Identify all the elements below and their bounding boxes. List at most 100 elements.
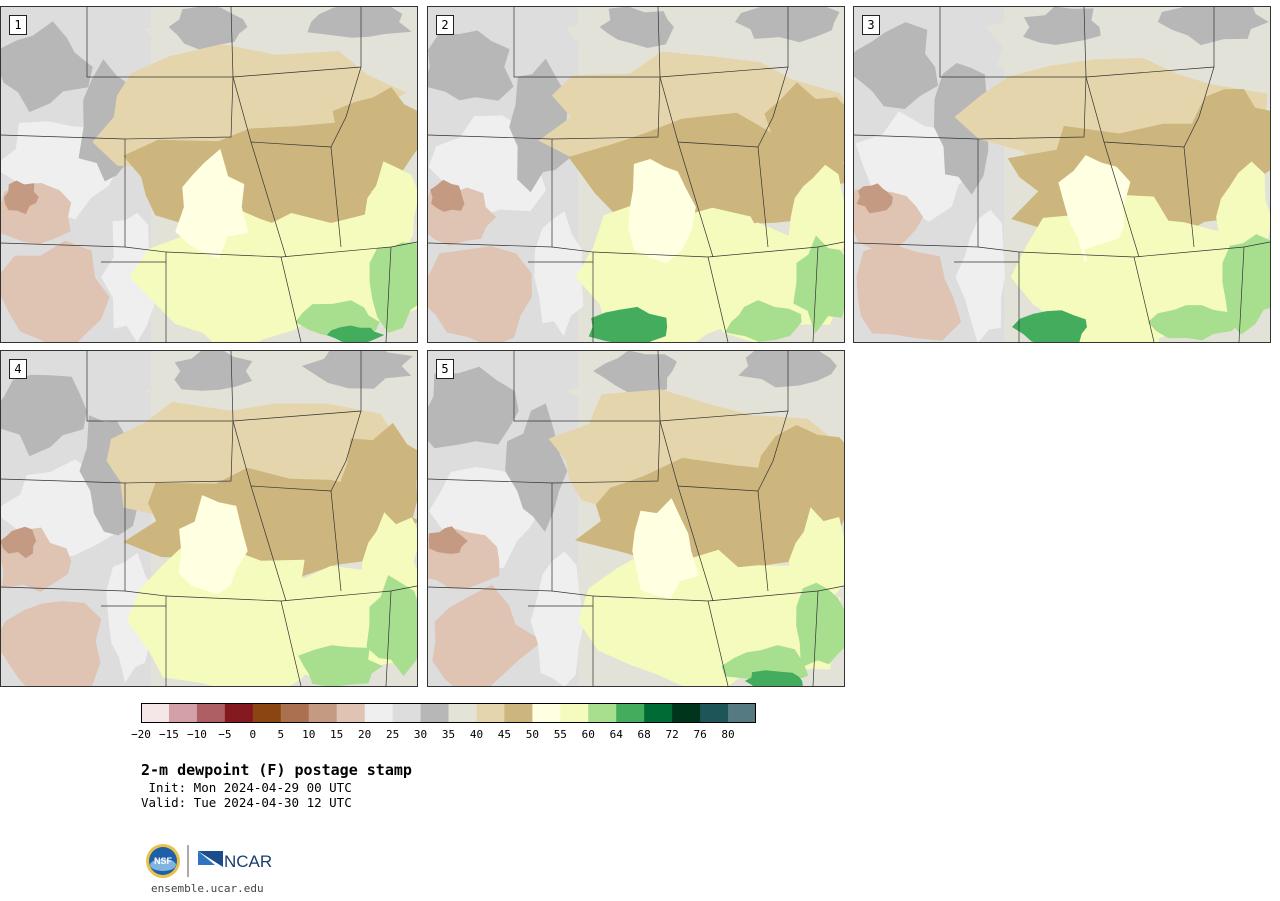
map-panel-3: 3 [853,6,1271,343]
state-border [677,485,714,602]
colorbar-tick-label: 20 [358,728,372,741]
dewpoint-region [174,351,253,391]
colorbar-tick-label: 40 [469,728,484,741]
init-time: Init: Mon 2024-04-29 00 UTC [141,780,352,795]
dewpoint-region [933,63,989,195]
colorbar-swatch [141,703,170,723]
dewpoint-region [788,164,844,270]
dewpoint-region [1023,7,1101,45]
colorbar-swatch [644,703,673,723]
dewpoint-region [168,7,248,50]
state-border [1103,141,1140,258]
dewpoint-region [4,180,39,215]
map-panel-2: 2 [427,6,845,343]
state-border [757,146,769,248]
dewpoint-map [428,351,844,686]
panel-number: 4 [9,359,27,379]
dewpoint-region [369,242,417,333]
dewpoint-region [793,235,844,334]
state-border [1083,7,1087,78]
colorbar-tick-label: 55 [553,728,567,741]
dewpoint-region [364,161,417,269]
colorbar-swatch [532,703,561,723]
map-panel-5: 5 [427,350,845,687]
dewpoint-region [744,670,803,686]
state-border [812,590,819,686]
dewpoint-region [593,351,677,393]
colorbar-tick-label: 68 [637,728,651,741]
dewpoint-colorbar [141,703,756,723]
dewpoint-region [432,584,543,686]
colorbar-tick-label: −10 [186,728,207,741]
state-border [250,141,287,258]
state-border [428,478,553,592]
colorbar-swatch [504,703,533,723]
dewpoint-region [632,498,700,599]
state-border [1183,146,1195,248]
dewpoint-region [856,243,962,341]
dewpoint-region [665,565,841,681]
dewpoint-region [530,551,585,686]
dewpoint-region [1222,234,1270,335]
dewpoint-region [301,351,413,389]
nsf-logo-icon: NSF [146,844,180,878]
dewpoint-region [178,495,248,595]
state-border [385,246,392,342]
state-border [1,478,126,592]
state-border [657,7,661,78]
colorbar-tick-label: −5 [218,728,232,741]
dewpoint-region [428,30,514,101]
colorbar-tick-label: 15 [330,728,344,741]
colorbar-swatch [728,703,756,723]
dewpoint-region [428,366,519,449]
panel-number: 1 [9,15,27,35]
dewpoint-region [738,351,837,388]
ncar-logo-text: NCAR [224,852,272,871]
nsf-logo-text: NSF [154,856,173,866]
state-border [330,146,342,248]
dewpoint-region [588,306,668,342]
state-border [757,490,769,592]
colorbar-swatch [588,703,617,723]
dewpoint-region [340,422,417,536]
dewpoint-map [854,7,1270,342]
colorbar-tick-label: 50 [525,728,539,741]
dewpoint-region [1,526,37,559]
dewpoint-map [1,351,417,686]
dewpoint-region [1,374,87,457]
dewpoint-region [735,7,840,43]
state-border [250,485,287,602]
state-border [812,246,819,342]
colorbar-swatch [392,703,422,723]
dewpoint-region [796,582,844,668]
dewpoint-region [628,159,696,264]
colorbar-swatch [196,703,226,723]
state-border [854,134,979,248]
dewpoint-region [1012,310,1087,342]
state-border [428,134,553,248]
dewpoint-region [1,240,110,342]
dewpoint-region [430,179,465,212]
colorbar-swatch [560,703,589,723]
dewpoint-region [1,601,102,686]
dewpoint-region [359,512,417,604]
colorbar-tick-label: 5 [277,728,285,741]
panel-number: 3 [862,15,880,35]
state-border [385,590,392,686]
dewpoint-region [856,183,893,214]
dewpoint-region [332,87,417,184]
footer-url: ensemble.ucar.edu [151,882,264,895]
dewpoint-region [366,575,417,677]
colorbar-swatch [448,703,477,723]
colorbar-swatch [616,703,645,723]
colorbar-tick-label: 80 [721,728,735,741]
colorbar-swatch [252,703,282,723]
colorbar-tick-label: 25 [385,728,400,741]
dewpoint-region [298,645,383,686]
colorbar-swatch [700,703,729,723]
dewpoint-region [326,325,385,342]
dewpoint-region [307,7,412,38]
panel-number: 5 [436,359,454,379]
state-border [230,351,234,422]
dewpoint-region [509,58,570,193]
